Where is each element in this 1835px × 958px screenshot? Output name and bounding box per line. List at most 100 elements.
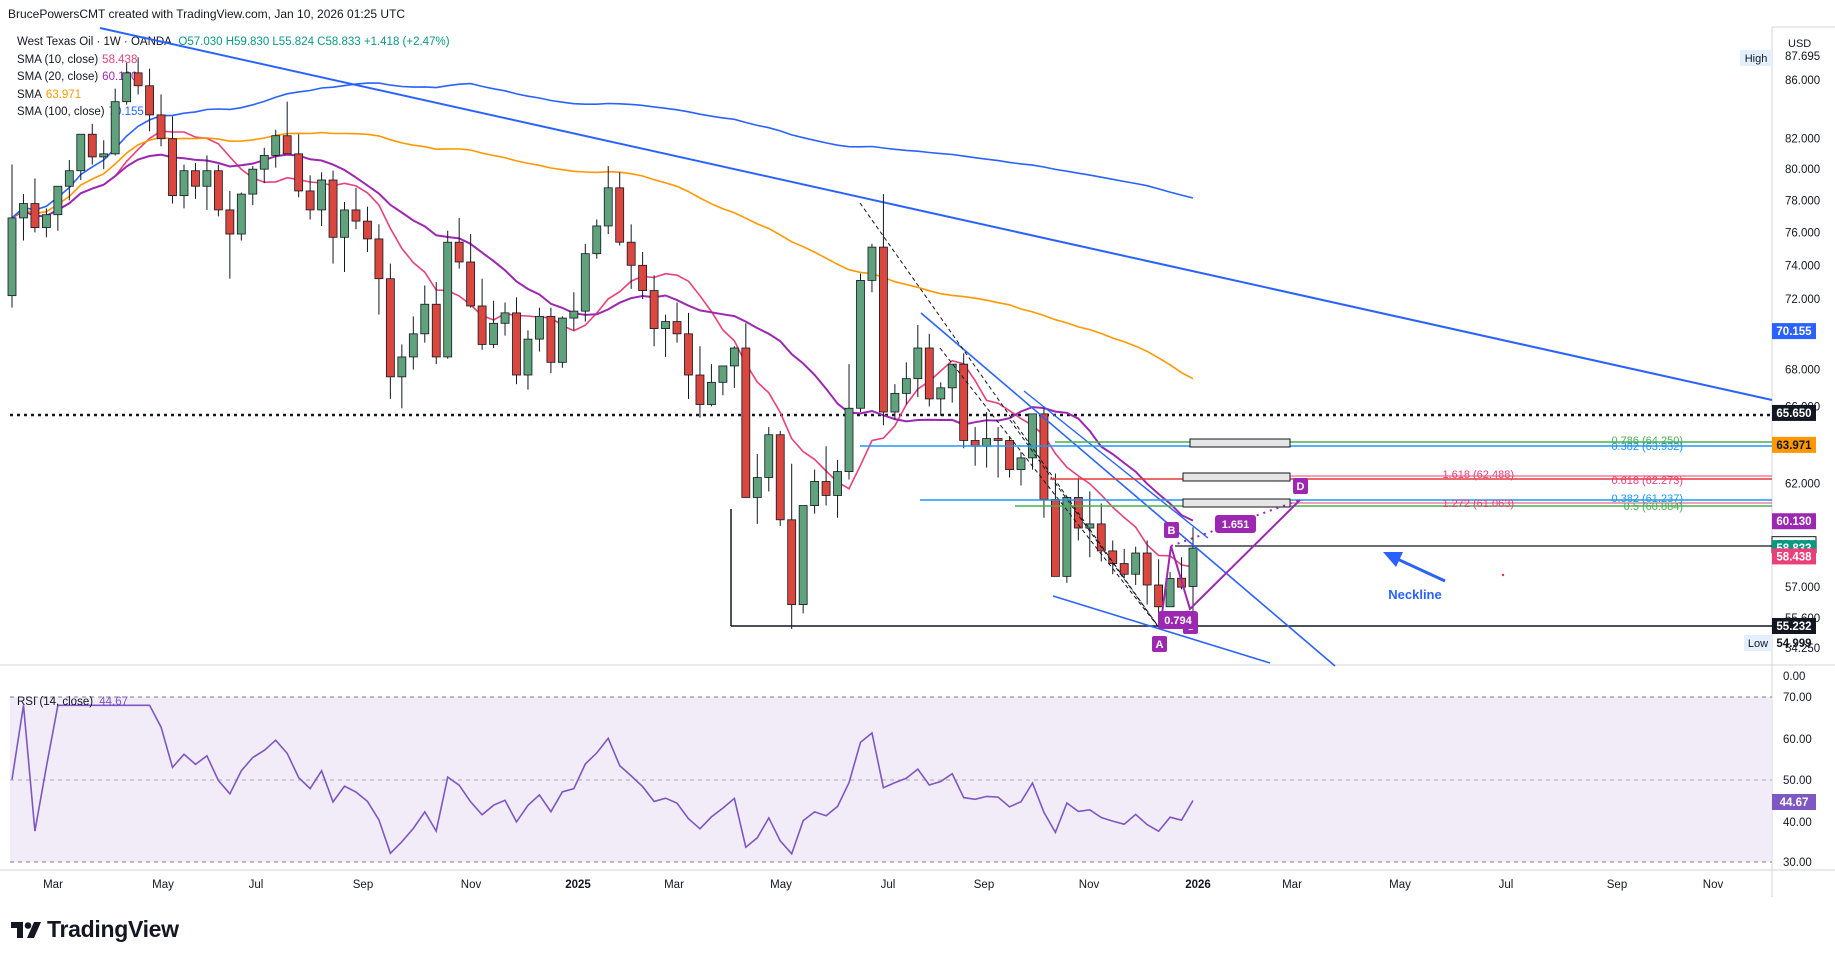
candle[interactable] <box>833 459 842 518</box>
sma-10-line[interactable] <box>11 130 1194 568</box>
candle[interactable] <box>764 427 774 492</box>
candle[interactable] <box>1119 548 1129 579</box>
candle[interactable] <box>729 346 739 388</box>
candle[interactable] <box>179 164 189 209</box>
candle[interactable] <box>53 185 63 231</box>
candle[interactable] <box>99 140 109 170</box>
point-b-badge[interactable] <box>1164 522 1179 538</box>
candle[interactable] <box>936 382 946 416</box>
candle[interactable] <box>1096 503 1106 562</box>
candle[interactable] <box>19 194 28 241</box>
candle[interactable] <box>1142 540 1152 605</box>
candle[interactable] <box>775 430 785 526</box>
candle[interactable] <box>890 384 900 420</box>
candle[interactable] <box>626 224 636 289</box>
sma-100-line[interactable] <box>11 82 1194 219</box>
point-d-badge[interactable] <box>1293 478 1308 494</box>
candle[interactable] <box>718 365 728 396</box>
candle[interactable] <box>557 316 567 368</box>
candle[interactable] <box>489 300 498 348</box>
candle[interactable] <box>385 263 395 399</box>
candle[interactable] <box>41 208 51 238</box>
channel-lower-line[interactable] <box>1052 595 1271 664</box>
candle[interactable] <box>1085 491 1095 558</box>
sma-20-line[interactable] <box>11 153 1194 522</box>
candle[interactable] <box>122 62 132 105</box>
candle[interactable] <box>856 273 865 412</box>
candle[interactable] <box>535 307 544 352</box>
candle[interactable] <box>76 133 86 181</box>
candle[interactable] <box>901 362 911 405</box>
candle[interactable] <box>798 505 808 614</box>
candle[interactable] <box>145 68 154 132</box>
candle[interactable] <box>546 307 556 374</box>
candle[interactable] <box>615 172 625 246</box>
candle[interactable] <box>259 147 269 184</box>
candle[interactable] <box>317 172 326 226</box>
sma-50-line[interactable] <box>11 131 1194 380</box>
candle[interactable] <box>397 344 407 409</box>
candle[interactable] <box>695 346 705 418</box>
candle[interactable] <box>328 170 338 264</box>
channel-upper-line[interactable] <box>920 312 1336 667</box>
candle[interactable] <box>225 190 235 279</box>
candle[interactable] <box>443 230 453 359</box>
candle[interactable] <box>271 129 281 168</box>
candle[interactable] <box>1039 406 1049 518</box>
candle[interactable] <box>821 446 831 506</box>
candle[interactable] <box>512 297 521 385</box>
candle[interactable] <box>638 252 648 300</box>
candle[interactable] <box>580 243 590 322</box>
candle[interactable] <box>592 219 602 259</box>
candle[interactable] <box>454 217 464 269</box>
target-box-1[interactable] <box>1189 438 1291 448</box>
candle[interactable] <box>351 187 361 230</box>
candle[interactable] <box>1016 452 1026 486</box>
candle[interactable] <box>156 94 166 147</box>
target-box-2[interactable] <box>1182 472 1291 482</box>
candle[interactable] <box>363 206 372 253</box>
candle[interactable] <box>168 116 177 204</box>
candle[interactable] <box>340 201 349 272</box>
candle[interactable] <box>64 159 74 201</box>
sma-10-row[interactable]: SMA (10, close) 58.438 <box>17 52 450 70</box>
candle[interactable] <box>684 312 693 399</box>
candle[interactable] <box>707 364 716 407</box>
symbol-row[interactable]: West Texas Oil · 1W · OANDA O57.030 H59.… <box>17 34 450 52</box>
candle[interactable] <box>1165 572 1175 608</box>
candle[interactable] <box>947 363 957 403</box>
candle[interactable] <box>1188 527 1198 613</box>
candle[interactable] <box>30 178 40 233</box>
candle[interactable] <box>420 285 430 343</box>
candle[interactable] <box>649 275 659 347</box>
candle[interactable] <box>236 192 246 241</box>
candle[interactable] <box>202 155 212 210</box>
candle[interactable] <box>959 353 969 449</box>
candle[interactable] <box>603 166 613 235</box>
candle[interactable] <box>477 278 487 350</box>
candle[interactable] <box>213 164 223 217</box>
candle[interactable] <box>672 302 682 343</box>
candle[interactable] <box>133 57 143 95</box>
tradingview-logo[interactable]: TradingView <box>11 916 179 943</box>
candle[interactable] <box>741 323 751 498</box>
candle[interactable] <box>787 463 797 629</box>
candle[interactable] <box>879 194 888 426</box>
candle[interactable] <box>305 175 315 220</box>
candle[interactable] <box>810 469 820 514</box>
rsi-line[interactable] <box>11 704 1194 856</box>
candle[interactable] <box>466 234 476 308</box>
candle[interactable] <box>408 316 418 370</box>
candle[interactable] <box>844 364 854 480</box>
candle[interactable] <box>913 325 923 398</box>
candle[interactable] <box>87 123 97 165</box>
candle[interactable] <box>569 292 579 331</box>
candle[interactable] <box>374 224 384 315</box>
candle[interactable] <box>248 166 258 206</box>
candle[interactable] <box>294 134 304 198</box>
target-box-3[interactable] <box>1182 498 1291 508</box>
candle[interactable] <box>523 330 533 390</box>
point-a-badge[interactable] <box>1152 636 1167 652</box>
candle[interactable] <box>500 302 510 336</box>
candle[interactable] <box>1028 413 1037 470</box>
